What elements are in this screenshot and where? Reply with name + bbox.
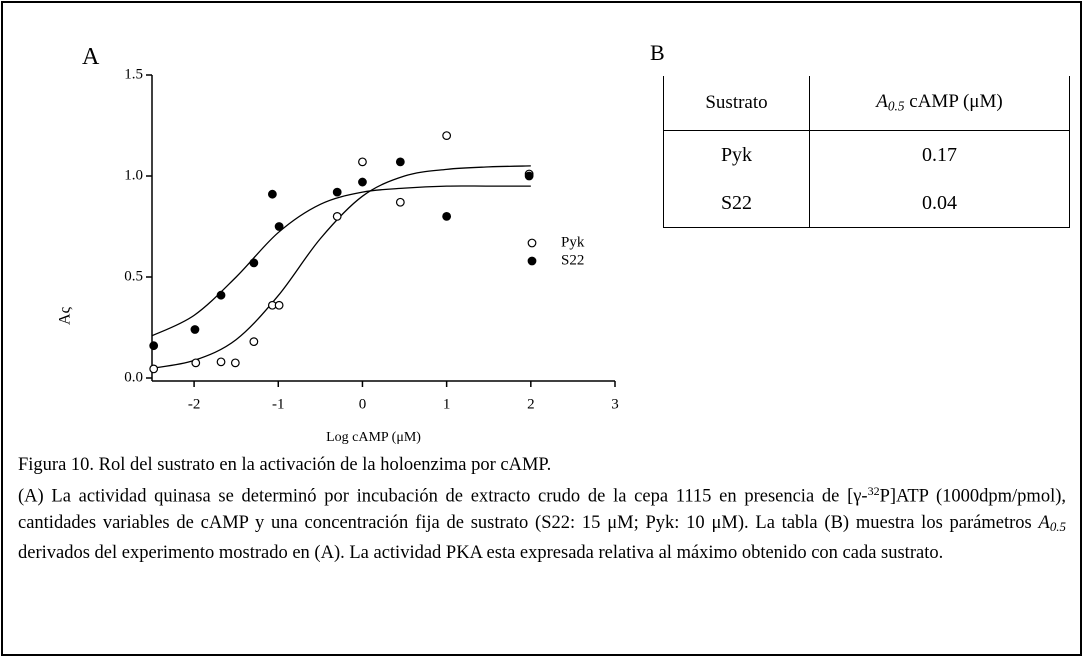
caption: Figura 10. Rol del sustrato en la activa… <box>18 452 1066 566</box>
text-run: derivados del experimento mostrado en (A… <box>18 542 944 563</box>
cell: 0.04 <box>809 179 1070 228</box>
data-point <box>395 197 405 207</box>
legend-label: S22 <box>561 252 584 268</box>
header-cell: A0.5 cAMP (μM) <box>809 76 1070 131</box>
legend-marker <box>527 256 537 266</box>
parameter-table: Sustrato A0.5 cAMP (μM) Pyk 0.17 S22 0.0… <box>663 76 1070 228</box>
y-axis-label: Aς <box>57 306 74 325</box>
legend-label: Pyk <box>561 234 585 250</box>
text-run: 0.5 <box>1049 518 1066 534</box>
y-tick-label: 1.5 <box>124 66 143 82</box>
cell: 0.17 <box>809 130 1070 179</box>
data-point <box>274 222 284 231</box>
text-run: 32 <box>867 484 880 498</box>
fit-curve <box>151 185 531 337</box>
x-tick-label: -2 <box>188 396 201 412</box>
data-point <box>442 131 452 141</box>
caption-title: Figura 10. Rol del sustrato en la activa… <box>18 455 552 475</box>
data-point <box>274 300 284 310</box>
text-run: cAMP (μM) <box>904 91 1003 113</box>
data-point <box>524 171 534 181</box>
data-point <box>216 290 226 300</box>
panel-label: A <box>82 44 100 70</box>
data-point <box>190 325 200 334</box>
data-point <box>216 357 226 367</box>
y-tick-label: 1.0 <box>124 167 143 183</box>
data-point <box>149 364 159 374</box>
table-row: Pyk 0.17 <box>663 130 1070 179</box>
y-tick-label: 0.5 <box>124 268 143 284</box>
table-header: Sustrato A0.5 cAMP (μM) <box>663 76 1070 131</box>
data-point <box>358 177 367 187</box>
data-point <box>267 189 277 199</box>
panel-label: B <box>650 40 665 65</box>
data-point <box>358 157 367 167</box>
data-point <box>230 358 240 368</box>
data-point <box>149 341 159 351</box>
table-row: S22 0.04 <box>663 179 1070 228</box>
text-run: (A) La actividad quinasa se determinó po… <box>18 486 868 507</box>
x-tick-label: 1 <box>443 396 451 412</box>
data-point <box>395 157 405 167</box>
y-tick-label: 0.0 <box>124 369 143 385</box>
text-run: P]ATP (1000dpm/pmol), cantidades variabl… <box>18 486 1066 533</box>
x-axis-label: Log cAMP (μM) <box>326 430 421 445</box>
cell: S22 <box>663 179 810 228</box>
x-tick-label: 3 <box>611 396 619 412</box>
data-point <box>442 211 452 221</box>
header-cell: Sustrato <box>663 76 810 131</box>
data-point <box>191 358 201 368</box>
text-run: 0.5 <box>887 98 905 114</box>
x-tick-label: 0 <box>359 396 367 412</box>
x-tick-label: 2 <box>527 396 535 412</box>
data-point <box>249 258 259 268</box>
x-tick-label: -1 <box>272 396 285 412</box>
data-point <box>332 187 342 197</box>
data-point <box>332 211 342 221</box>
legend-marker <box>527 238 537 248</box>
cell: Pyk <box>663 130 810 179</box>
text-run: A <box>876 91 888 113</box>
caption-body: (A) La actividad quinasa se determinó po… <box>18 478 1066 566</box>
data-point <box>249 337 259 347</box>
chart: 0.0 0.5 1.0 1.5 -2 -1 0 1 2 3 Log cAMP (μM) Aς Pyk S2… <box>57 66 619 445</box>
text-run: A <box>1038 512 1050 533</box>
text-run: Sustrato <box>705 92 768 113</box>
